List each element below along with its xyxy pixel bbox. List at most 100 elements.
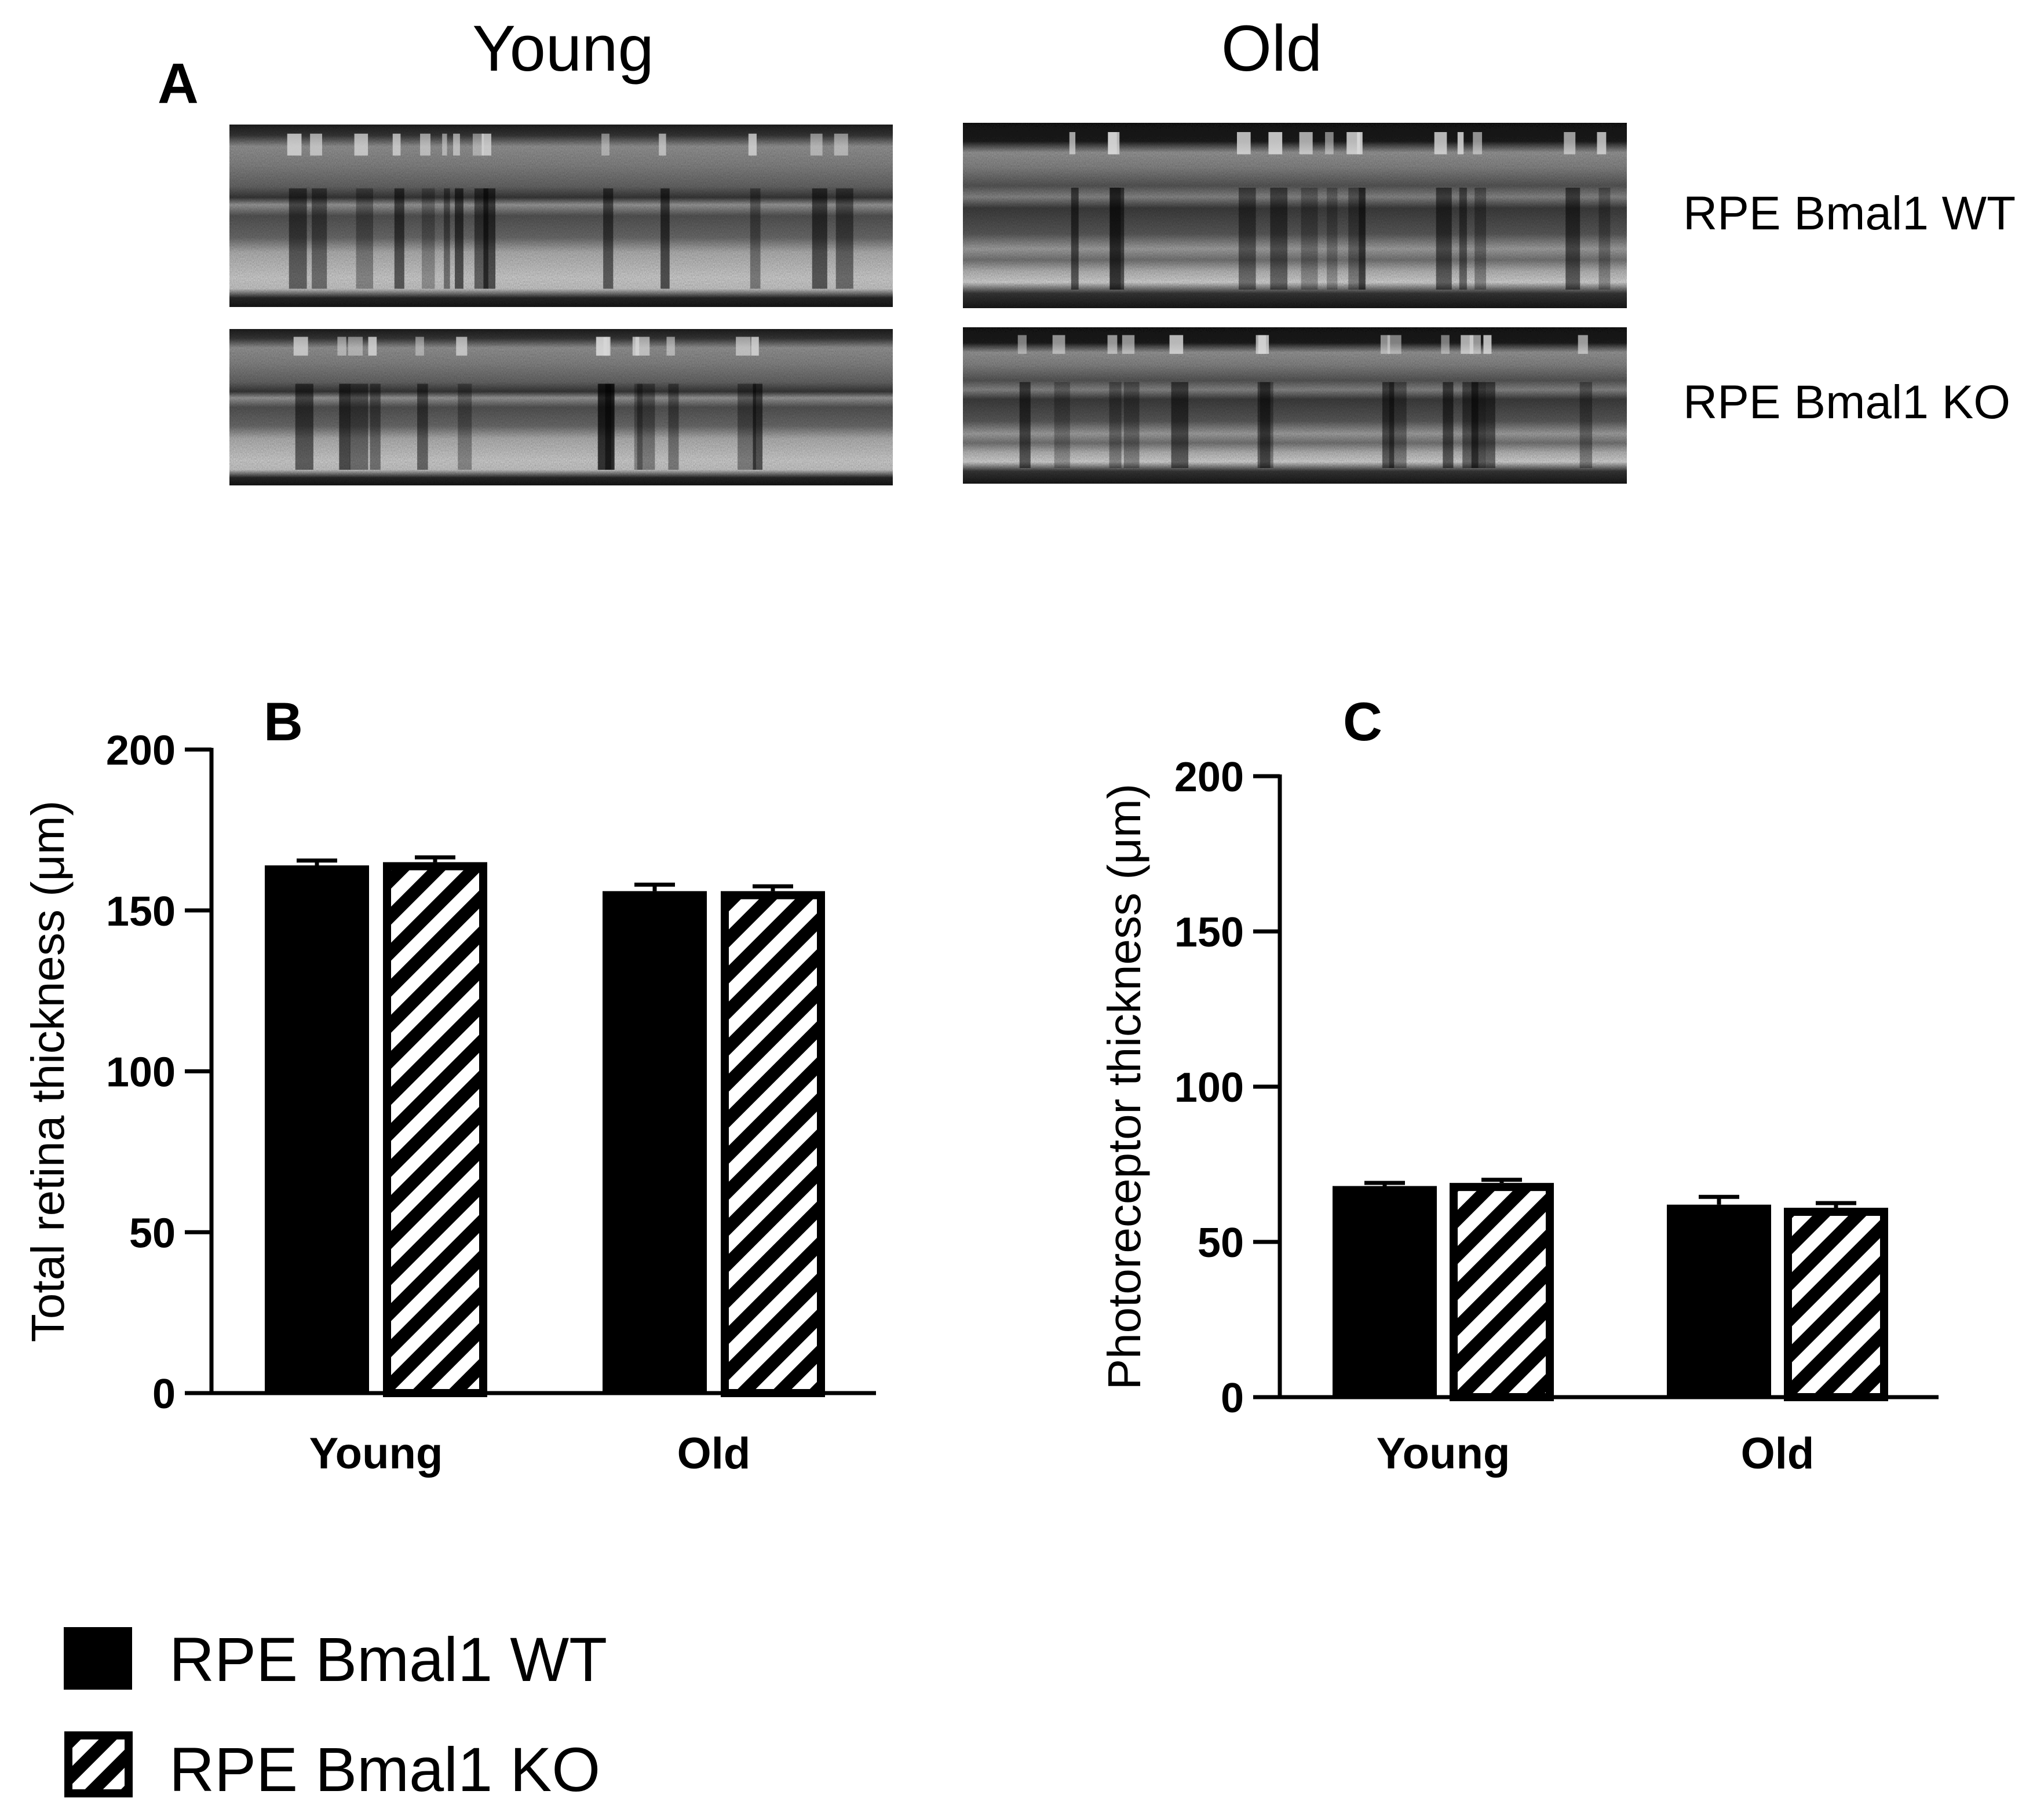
legend-ko-label: RPE Bmal1 KO — [169, 1734, 600, 1804]
y-tick-label: 0 — [1221, 1375, 1244, 1421]
oct-image-young-wt-vessel — [834, 133, 848, 156]
oct-image-young-ko-vessel-shadow — [637, 383, 655, 470]
oct-image-old-wt-vessel-shadow — [1238, 188, 1256, 290]
oct-image-old-ko-vessel — [1380, 335, 1390, 354]
oct-image-old-wt-vessel — [1346, 132, 1360, 155]
oct-image-old-wt — [963, 123, 1627, 308]
oct-image-old-ko-vessel — [1107, 335, 1118, 354]
oct-image-young-ko-vessel-shadow — [417, 383, 428, 470]
oct-image-young-wt-vessel — [748, 133, 757, 156]
oct-image-old-wt-vessel — [1357, 132, 1363, 155]
oct-image-old-ko-vessel — [1052, 335, 1065, 354]
y-tick-label: 100 — [106, 1050, 176, 1096]
oct-image-young-ko-vessel — [736, 337, 751, 356]
legend-wt-swatch — [64, 1627, 132, 1690]
panel-a-label: A — [158, 52, 199, 115]
oct-image-young-wt-vessel-shadow — [422, 188, 435, 289]
oct-image-young-wt-vessel-shadow — [356, 188, 373, 289]
panel-label: B — [264, 691, 303, 752]
oct-image-young-ko-vessel-shadow — [349, 383, 368, 470]
bar-old-ko — [1784, 1208, 1888, 1402]
oct-image-old-ko — [963, 327, 1627, 484]
x-tick-label-old: Old — [677, 1429, 751, 1478]
oct-image-old-ko-vessel — [1441, 335, 1450, 354]
oct-image-young-wt-bg — [229, 125, 893, 307]
oct-image-old-wt-vessel — [1069, 132, 1076, 155]
oct-image-young-wt-vessel-shadow — [312, 188, 327, 289]
oct-image-old-wt-vessel-shadow — [1565, 188, 1581, 290]
oct-image-old-ko-vessel — [1169, 335, 1184, 354]
oct-image-old-wt-vessel — [1564, 132, 1576, 155]
oct-image-old-wt-vessel-shadow — [1109, 188, 1121, 290]
oct-image-old-wt-vessel-shadow — [1436, 188, 1452, 290]
oct-image-young-ko-bg — [229, 329, 893, 485]
oct-image-young-wt-vessel — [472, 133, 484, 156]
oct-image-old-wt-vessel-shadow — [1109, 188, 1125, 290]
oct-image-old-wt-vessel-shadow — [1348, 188, 1366, 290]
legend-ko-swatch — [64, 1731, 133, 1797]
oct-image-old-wt-vessel-shadow — [1598, 188, 1611, 290]
col-header-old: Old — [1221, 12, 1322, 85]
oct-image-young-ko-vessel — [596, 337, 607, 356]
oct-image-old-ko-vessel-shadow — [1471, 382, 1485, 468]
oct-image-old-ko-vessel — [1017, 335, 1027, 354]
oct-image-old-wt-vessel — [1108, 132, 1117, 155]
oct-image-old-wt-vessel — [1473, 132, 1483, 155]
oct-image-young-wt-vessel-shadow — [444, 188, 450, 289]
oct-image-old-wt-vessel — [1597, 132, 1607, 155]
oct-image-young-ko — [229, 329, 893, 485]
oct-image-old-ko-vessel — [1578, 335, 1588, 354]
oct-image-young-ko-vessel — [456, 337, 468, 356]
y-tick-label: 150 — [1174, 909, 1244, 956]
oct-image-young-wt-vessel-shadow — [660, 188, 670, 289]
y-tick-label: 200 — [1174, 754, 1244, 801]
oct-image-young-ko-vessel — [751, 337, 759, 356]
oct-image-young-ko-vessel-shadow — [753, 383, 763, 470]
oct-image-young-wt-vessel-shadow — [474, 188, 488, 289]
oct-image-young-wt-vessel-shadow — [603, 188, 614, 289]
bar-young-ko — [1450, 1183, 1554, 1401]
oct-image-young-ko-vessel — [368, 337, 377, 356]
y-tick-label: 100 — [1174, 1065, 1244, 1111]
y-tick-label: 200 — [106, 728, 176, 774]
oct-image-young-ko-vessel-shadow — [634, 383, 643, 470]
legend-wt-label: RPE Bmal1 WT — [169, 1624, 607, 1694]
oct-image-young-wt-vessel — [481, 133, 491, 156]
panel-a: A Young Old RPE Bmal1 WT RPE Bmal1 KO — [158, 12, 2016, 485]
oct-image-old-wt-vessel — [1325, 132, 1334, 155]
bar-young-wt — [265, 865, 369, 1393]
col-header-young: Young — [472, 12, 654, 85]
oct-image-young-wt-vessel-shadow — [394, 188, 404, 289]
x-tick-label-young: Young — [309, 1429, 443, 1478]
oct-image-old-ko-vessel-shadow — [1382, 382, 1395, 468]
oct-image-old-wt-vessel-shadow — [1071, 188, 1079, 290]
oct-image-young-ko-vessel — [293, 337, 308, 356]
oct-image-old-ko-vessel — [1122, 335, 1135, 354]
oct-image-old-wt-vessel — [1299, 132, 1313, 155]
oct-image-young-wt-vessel — [420, 133, 430, 156]
oct-image-old-wt-vessel-shadow — [1301, 188, 1318, 290]
oct-image-old-ko-vessel-shadow — [1485, 382, 1495, 468]
oct-image-young-wt-vessel — [442, 133, 447, 156]
oct-image-old-wt-vessel — [1457, 132, 1464, 155]
oct-image-young-ko-vessel — [666, 337, 675, 356]
oct-image-old-ko-vessel-shadow — [1019, 382, 1031, 468]
oct-image-young-ko-vessel-shadow — [668, 383, 679, 470]
y-tick-label: 50 — [129, 1210, 176, 1256]
oct-image-old-wt-vessel — [1236, 132, 1251, 155]
y-axis-title: Photoreceptor thickness (μm) — [1098, 784, 1150, 1390]
oct-image-young-ko-vessel-shadow — [339, 383, 351, 470]
oct-image-young-wt-vessel — [310, 133, 323, 156]
oct-image-young-wt-vessel — [354, 133, 368, 156]
oct-image-young-ko-vessel-shadow — [370, 383, 381, 470]
chart-c: C 0 50 100 150 200 Photoreceptor thickness (μm… — [1098, 691, 1939, 1478]
y-tick-label: 50 — [1198, 1220, 1244, 1266]
bar-young-ko — [383, 862, 487, 1398]
oct-image-young-ko-vessel-shadow — [598, 383, 612, 470]
oct-image-old-ko-vessel-shadow — [1054, 382, 1070, 468]
x-tick-label-old: Old — [1741, 1429, 1815, 1478]
oct-image-young-wt-vessel — [392, 133, 401, 156]
oct-image-old-ko-vessel-shadow — [1109, 382, 1122, 468]
oct-image-old-wt-vessel — [1434, 132, 1447, 155]
